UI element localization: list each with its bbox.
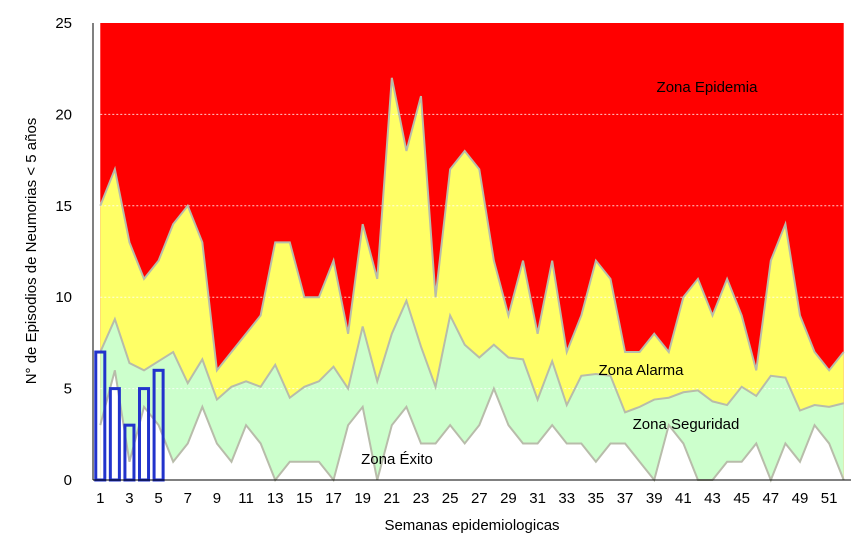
x-tick-label: 51 [821, 490, 838, 507]
zone-area-1 [100, 77, 844, 480]
x-tick-label: 13 [267, 490, 284, 507]
x-tick-labels: 1 3 5 7 9 11 13 15 17 19 21 23 25 27 29 31 33 35 37 39 41 43 4… [96, 490, 837, 507]
zone-labels: Zona Epidemia Zona Alarma Zona Seguridad… [361, 79, 758, 468]
plot-area [93, 23, 851, 483]
y-axis-label: N° de Episodios de Neumorias < 5 años [23, 118, 40, 385]
zone-area-2 [100, 300, 844, 480]
x-tick-label: 3 [125, 490, 133, 507]
x-tick-label: 37 [617, 490, 634, 507]
y-tick-label: 20 [55, 106, 72, 123]
x-tick-label: 7 [184, 490, 192, 507]
x-tick-label: 35 [588, 490, 605, 507]
y-tick-label: 0 [64, 472, 72, 489]
x-tick-label: 15 [296, 490, 313, 507]
x-tick-label: 39 [646, 490, 663, 507]
x-tick-label: 29 [500, 490, 517, 507]
x-tick-label: 5 [154, 490, 162, 507]
y-tick-label: 5 [64, 381, 72, 398]
zone-line-2 [99, 298, 844, 414]
x-tick-label: 25 [442, 490, 459, 507]
x-axis-label: Semanas epidemiologicas [384, 517, 559, 534]
zone-label-epidemia: Zona Epidemia [657, 79, 759, 96]
x-tick-label: 11 [238, 490, 254, 507]
y-tick-label: 25 [55, 15, 72, 32]
zone-area-3 [100, 370, 844, 480]
axes [92, 23, 851, 481]
x-tick-label: 47 [762, 490, 779, 507]
x-tick-label: 33 [558, 490, 575, 507]
zone-line-1 [99, 77, 845, 373]
zone-label-seguridad: Zona Seguridad [633, 416, 740, 433]
zone-label-exito: Zona Éxito [361, 451, 433, 468]
x-tick-label: 45 [733, 490, 750, 507]
x-tick-label: 23 [413, 490, 430, 507]
x-tick-label: 31 [529, 490, 546, 507]
y-tick-labels: 0 5 10 15 20 25 [55, 15, 72, 489]
x-tick-label: 9 [213, 490, 221, 507]
zone-line-3 [99, 370, 845, 483]
x-tick-label: 19 [354, 490, 371, 507]
zone-label-alarma: Zona Alarma [598, 362, 684, 379]
x-tick-label: 41 [675, 490, 692, 507]
x-tick-label: 17 [325, 490, 342, 507]
x-tick-label: 49 [792, 490, 809, 507]
zone-boundary-lines [99, 77, 845, 483]
y-tick-label: 15 [55, 198, 72, 215]
x-tick-label: 21 [383, 490, 400, 507]
x-tick-label: 27 [471, 490, 488, 507]
zone-areas [100, 23, 844, 480]
x-tick-label: 43 [704, 490, 721, 507]
y-tick-label: 10 [55, 289, 72, 306]
x-tick-label: 1 [96, 490, 104, 507]
